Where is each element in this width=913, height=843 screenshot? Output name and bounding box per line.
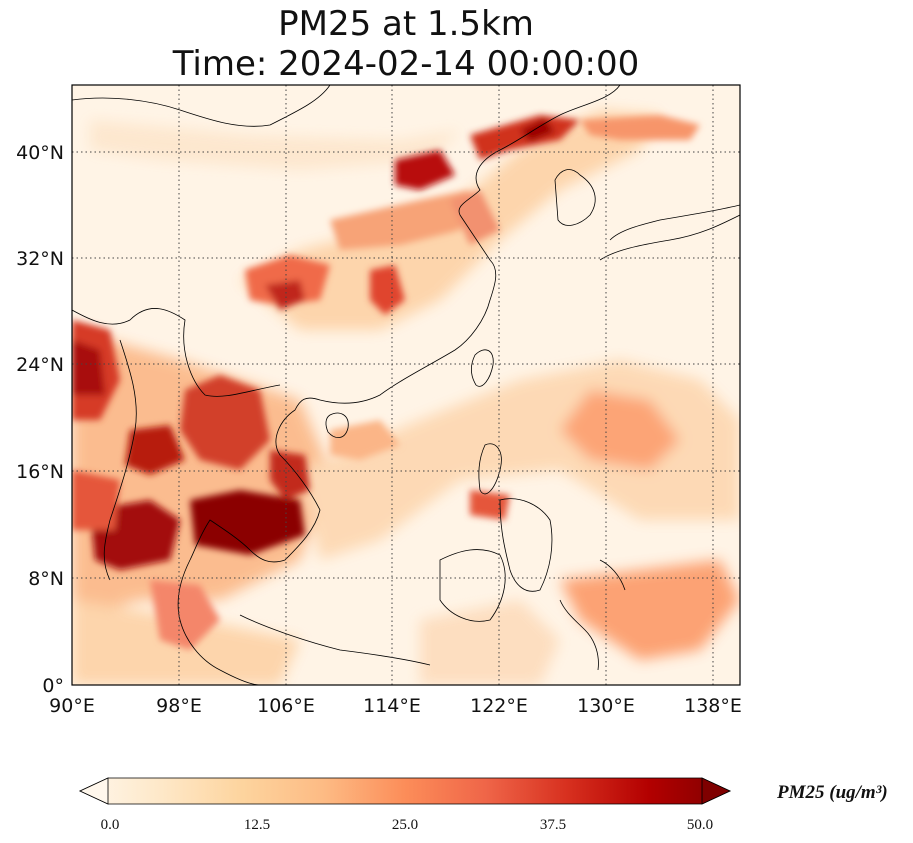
lat-tick: 0° bbox=[42, 675, 64, 697]
colorbar-tick: 0.0 bbox=[101, 817, 120, 833]
pm25-concentration-field bbox=[72, 85, 740, 685]
lat-tick: 24°N bbox=[16, 354, 64, 376]
gridlines bbox=[72, 85, 740, 685]
lat-tick: 16°N bbox=[16, 461, 64, 483]
colorbar-tick: 25.0 bbox=[392, 817, 418, 833]
lon-tick: 90°E bbox=[49, 695, 95, 717]
map-frame bbox=[71, 84, 741, 686]
map-subtitle-time: Time: 2024-02-14 00:00:00 bbox=[172, 44, 640, 84]
lon-tick: 122°E bbox=[470, 695, 528, 717]
latitude-tick-labels: 0° 8°N 16°N 24°N 32°N 40°N bbox=[16, 142, 64, 697]
colorbar-max-extend-arrow bbox=[701, 777, 731, 805]
lon-tick: 98°E bbox=[156, 695, 202, 717]
map-title: PM25 at 1.5km bbox=[278, 4, 534, 44]
lat-tick: 32°N bbox=[16, 248, 64, 270]
colorbar-min-extend-arrow bbox=[79, 777, 109, 805]
colorbar-tick: 37.5 bbox=[540, 817, 566, 833]
longitude-tick-labels: 90°E 98°E 106°E 114°E 122°E 130°E 138°E bbox=[49, 695, 742, 717]
lon-tick: 130°E bbox=[577, 695, 635, 717]
lat-tick: 40°N bbox=[16, 142, 64, 164]
lon-tick: 114°E bbox=[363, 695, 421, 717]
lon-tick: 106°E bbox=[257, 695, 315, 717]
colorbar: 0.0 12.5 25.0 37.5 50.0 PM25 (ug/m³) bbox=[79, 777, 888, 833]
colorbar-label: PM25 (ug/m³) bbox=[776, 782, 888, 803]
colorbar-gradient bbox=[79, 777, 731, 805]
lat-tick: 8°N bbox=[28, 568, 64, 590]
colorbar-tick: 12.5 bbox=[244, 817, 270, 833]
coastlines bbox=[72, 85, 740, 685]
colorbar-tick: 50.0 bbox=[687, 817, 713, 833]
lon-tick: 138°E bbox=[684, 695, 742, 717]
